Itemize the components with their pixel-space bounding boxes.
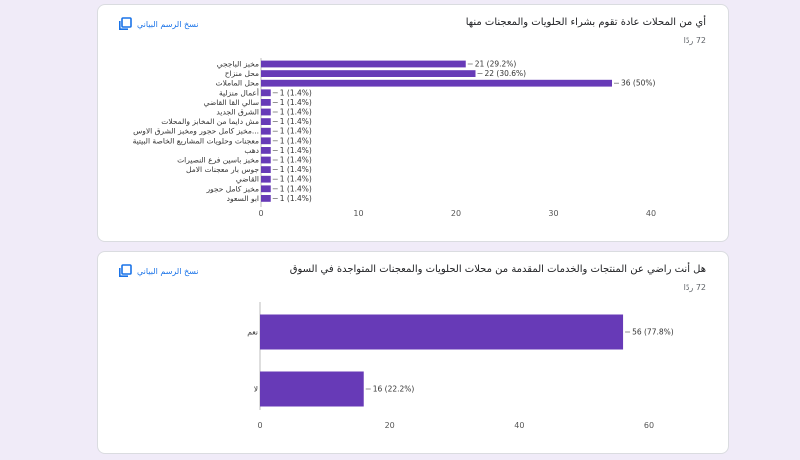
category-label: مخبز الباججي [217, 60, 259, 69]
bar [260, 371, 364, 407]
bar [261, 108, 271, 116]
x-tick-label: 40 [646, 209, 656, 218]
x-tick-label: 20 [385, 421, 395, 430]
category-label: ابو السعود [227, 194, 259, 203]
bar [261, 79, 612, 87]
category-label: معجنات وحلويات المشاريع الخاصة البيتية [133, 136, 259, 145]
category-label: مش دايما من المخابز والمحلات [161, 117, 259, 126]
bar [261, 99, 271, 106]
bar [261, 195, 271, 202]
value-label: 56 (77.8%) [632, 328, 674, 337]
x-tick-label: 20 [451, 209, 461, 218]
value-label: 1 (1.4%) [280, 156, 312, 165]
x-tick-label: 10 [353, 209, 363, 218]
category-label: محل الماملات [216, 79, 259, 88]
chart-1: مخبز الباججي 21 (29.2%) محل منزاح 22 (30.6%… [133, 58, 656, 218]
bar [261, 147, 271, 154]
response-count: 72 ردًا [683, 36, 706, 45]
category-label: مخبز باسين فرع النصيرات [177, 156, 259, 165]
copy-chart-label: نسخ الرسم البياني [137, 19, 199, 29]
x-tick-label: 60 [644, 421, 654, 430]
copy-chart-icon [118, 264, 132, 278]
bar [261, 185, 271, 193]
x-tick-label: 0 [258, 209, 263, 218]
x-tick-label: 30 [548, 209, 558, 218]
category-label: مخبز كامل حجور ومخبز الشرق الاوس... [133, 127, 259, 136]
bar [261, 156, 271, 164]
value-label: 1 (1.4%) [280, 88, 312, 97]
copy-chart-label: نسخ الرسم البياني [137, 266, 199, 276]
bar [261, 137, 271, 145]
value-label: 1 (1.4%) [280, 127, 312, 136]
value-label: 1 (1.4%) [280, 165, 312, 174]
value-label: 1 (1.4%) [280, 146, 312, 155]
value-label: 1 (1.4%) [280, 98, 312, 107]
category-label: دهب [244, 146, 259, 155]
value-label: 36 (50%) [621, 79, 656, 88]
category-label: جوس بار معجنات الامل [186, 165, 259, 174]
value-label: 22 (30.6%) [485, 69, 527, 78]
value-label: 21 (29.2%) [475, 60, 517, 69]
value-label: 1 (1.4%) [280, 117, 312, 126]
bar [261, 166, 271, 173]
copy-chart-button[interactable]: نسخ الرسم البياني [118, 17, 199, 31]
bar [260, 314, 624, 350]
question-card-1: أي من المحلات عادة تقوم بشراء الحلويات و… [97, 4, 729, 242]
bar [261, 89, 271, 97]
category-label: القاضي [236, 175, 259, 184]
bar [261, 175, 271, 183]
category-label: محل منزاح [225, 69, 259, 78]
bar [261, 70, 476, 77]
category-label: نعم [247, 328, 258, 337]
bar [261, 118, 271, 125]
category-label: أعمال منزلية [219, 87, 259, 97]
chart-2: نعم 56 (77.8%) لا 16 (22.2%) 0 20 40 60 [247, 302, 674, 430]
bar [261, 127, 271, 135]
category-label: لا [254, 385, 258, 394]
value-label: 1 (1.4%) [280, 184, 312, 193]
value-label: 1 (1.4%) [280, 108, 312, 117]
value-label: 1 (1.4%) [280, 175, 312, 184]
category-label: سالي القا القاضي [204, 98, 259, 107]
copy-chart-button[interactable]: نسخ الرسم البياني [118, 264, 199, 278]
question-title: هل أنت راضي عن المنتجات والخدمات المقدمة… [289, 264, 706, 275]
question-card-2: هل أنت راضي عن المنتجات والخدمات المقدمة… [97, 251, 729, 454]
x-tick-label: 0 [257, 421, 262, 430]
value-label: 16 (22.2%) [373, 385, 415, 394]
value-label: 1 (1.4%) [280, 136, 312, 145]
response-count: 72 ردًا [683, 283, 706, 292]
bar [261, 60, 466, 68]
category-label: مخبز كامل حجور [205, 184, 259, 193]
category-label: الشرق الجديد [216, 108, 259, 117]
x-tick-label: 40 [514, 421, 524, 430]
copy-chart-icon [118, 17, 132, 31]
value-label: 1 (1.4%) [280, 194, 312, 203]
question-title: أي من المحلات عادة تقوم بشراء الحلويات و… [465, 17, 706, 28]
